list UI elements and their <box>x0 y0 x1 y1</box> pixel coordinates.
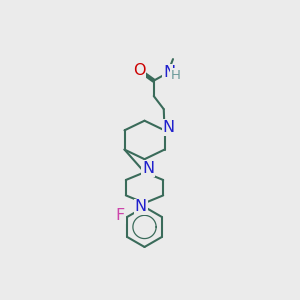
Text: F: F <box>116 208 125 223</box>
Text: N: N <box>162 120 174 135</box>
Text: N: N <box>135 200 147 214</box>
Text: N: N <box>163 65 175 80</box>
Text: O: O <box>133 63 146 78</box>
Text: N: N <box>142 161 154 176</box>
Text: H: H <box>170 69 180 82</box>
